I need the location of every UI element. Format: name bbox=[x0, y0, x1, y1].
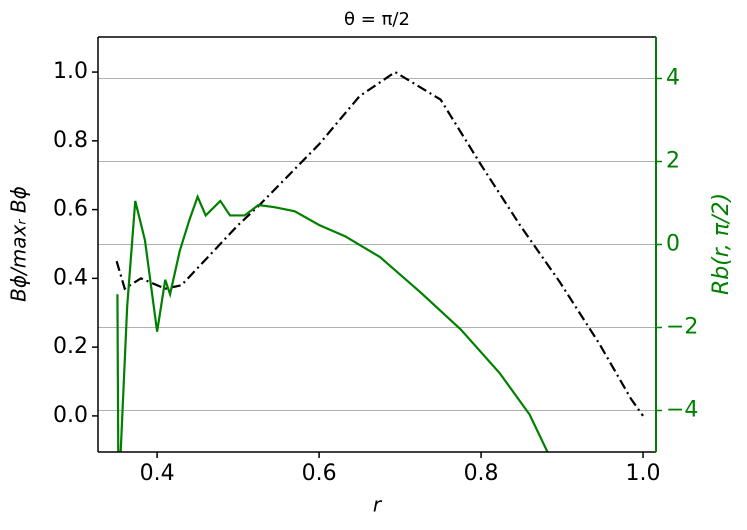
x-tick-label: 0.8 bbox=[464, 461, 499, 486]
y2-tick-label: −4 bbox=[666, 398, 698, 423]
axes-frame bbox=[97, 36, 656, 453]
data-line bbox=[115, 70, 644, 417]
y-tick-label: 0.6 bbox=[53, 197, 88, 222]
y-tick-label: 0.0 bbox=[53, 403, 88, 428]
x-axis-label: r bbox=[373, 493, 383, 517]
y-tick-label: 0.4 bbox=[53, 265, 88, 290]
y2-tick-label: 4 bbox=[666, 66, 680, 91]
y-tick-label: 0.8 bbox=[53, 128, 88, 153]
x-tick-label: 0.4 bbox=[140, 461, 175, 486]
data-line bbox=[116, 193, 549, 452]
chart-title: θ = π/2 bbox=[344, 9, 410, 30]
y2-tick-label: 2 bbox=[666, 149, 680, 174]
y2-tick-label: 0 bbox=[666, 232, 680, 257]
y-axis-label: Bϕ/maxᵣ Bϕ bbox=[7, 186, 31, 302]
y2-tick-label: −2 bbox=[666, 315, 698, 340]
y-tick-label: 0.2 bbox=[53, 334, 88, 359]
x-tick-label: 0.6 bbox=[302, 461, 337, 486]
x-tick-label: 1.0 bbox=[626, 461, 661, 486]
y2-axis-label: Rb(r, π/2) bbox=[709, 193, 734, 295]
plot-area bbox=[115, 70, 644, 452]
y-tick-label: 1.0 bbox=[53, 59, 88, 84]
